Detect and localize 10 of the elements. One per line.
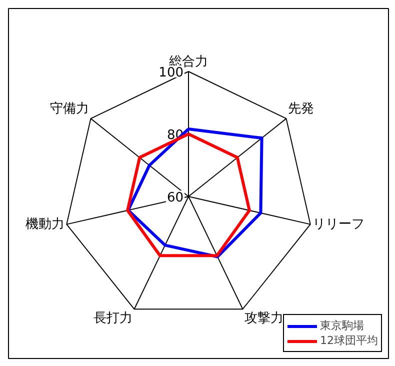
spoke-label: 機動力 — [26, 216, 65, 232]
spoke-label: 守備力 — [50, 102, 89, 117]
spoke-label: 先発 — [288, 102, 314, 117]
spoke-label: 攻撃力 — [244, 311, 284, 326]
y-tick-label: 100 — [158, 66, 184, 80]
legend-label: 12球団平均 — [320, 333, 378, 348]
spoke-label: 長打力 — [93, 311, 132, 326]
y-tick-label: 60 — [166, 190, 184, 206]
spoke-label: リリーフ — [312, 216, 364, 232]
legend-label: 東京駒場 — [320, 318, 364, 333]
